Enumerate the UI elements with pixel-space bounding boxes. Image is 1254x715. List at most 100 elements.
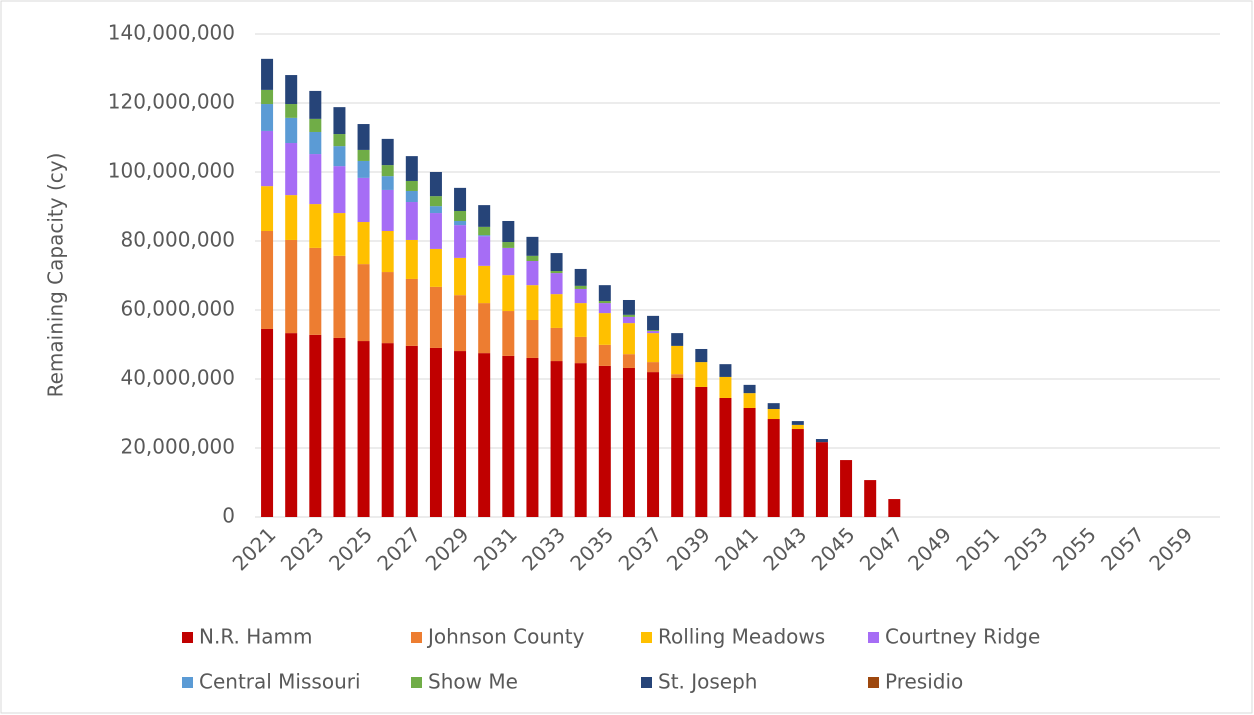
bar-segment <box>333 337 346 517</box>
bar-segment <box>478 303 491 354</box>
bar-segment <box>502 220 515 243</box>
bar-segment <box>598 301 611 304</box>
bar-segment <box>357 341 370 517</box>
bar-segment <box>285 195 298 240</box>
bar-segment <box>840 460 853 517</box>
bar-segment <box>261 328 274 517</box>
bar-segment <box>791 429 804 517</box>
y-tick-label: 40,000,000 <box>120 366 235 390</box>
bar-segment <box>478 226 491 236</box>
legend-label: N.R. Hamm <box>199 625 312 649</box>
bar-segment <box>285 75 298 105</box>
bar-segment <box>550 294 563 328</box>
bar-segment <box>405 278 418 346</box>
bar-segment <box>767 403 780 410</box>
legend-swatch <box>641 677 652 688</box>
bar-segment <box>454 295 467 352</box>
bar-segment <box>478 205 491 227</box>
bar-segment <box>671 374 684 378</box>
bar-segment <box>695 362 708 387</box>
bar-segment <box>671 377 684 517</box>
bar-segment <box>429 286 442 348</box>
bar-segment <box>405 156 418 181</box>
bar-segment <box>261 89 274 105</box>
y-tick-label: 80,000,000 <box>120 228 235 252</box>
bar-segment <box>405 345 418 517</box>
bar-segment <box>333 166 346 214</box>
bar-segment <box>888 499 901 517</box>
bar-segment <box>478 235 491 237</box>
bar-segment <box>405 190 418 203</box>
bar-segment <box>357 160 370 178</box>
bar-segment <box>647 333 660 363</box>
bar-segment <box>767 409 780 420</box>
bar-segment <box>357 149 370 161</box>
bar-segment <box>261 58 274 90</box>
bar-segment <box>309 334 322 517</box>
bar-segment <box>357 222 370 265</box>
y-tick-label: 100,000,000 <box>108 159 235 183</box>
legend-swatch <box>868 632 879 643</box>
bar-segment <box>309 204 322 248</box>
bar-segment <box>429 347 442 517</box>
bar-segment <box>671 345 684 375</box>
bar-segment <box>454 225 467 258</box>
bar-segment <box>478 236 491 266</box>
bar-segment <box>285 239 298 334</box>
bar-segment <box>526 357 539 517</box>
bar-segment <box>550 273 563 295</box>
bar-segment <box>647 330 660 332</box>
legend-label: Rolling Meadows <box>658 625 825 649</box>
bar-segment <box>550 361 563 517</box>
bar-segment <box>502 275 515 312</box>
bar-segment <box>574 268 587 286</box>
bar-segment <box>550 253 563 272</box>
bar-segment <box>381 165 394 177</box>
bar-segment <box>454 351 467 517</box>
bar-segment <box>429 196 442 207</box>
bar-segment <box>357 177 370 223</box>
bar-segment <box>574 285 587 289</box>
bar-segment <box>598 313 611 345</box>
bar-segment <box>767 419 780 517</box>
bar-segment <box>526 261 539 286</box>
legend-swatch <box>411 677 422 688</box>
bar-segment <box>719 376 732 398</box>
bar-segment <box>285 104 298 118</box>
bar-segment <box>743 393 756 408</box>
bar-segment <box>647 315 660 331</box>
bar-segment <box>574 336 587 364</box>
bar-segment <box>743 407 756 517</box>
bar-segment <box>695 348 708 363</box>
y-tick-label: 20,000,000 <box>120 435 235 459</box>
legend-label: Presidio <box>885 670 963 694</box>
bar-segment <box>429 206 442 214</box>
bar-segment <box>502 247 515 276</box>
bar-segment <box>333 134 346 147</box>
bar-segment <box>405 239 418 279</box>
bar-segment <box>261 104 274 131</box>
bar-segment <box>791 421 804 425</box>
bar-segment <box>405 180 418 191</box>
bar-segment <box>357 264 370 342</box>
bar-segment <box>502 242 515 248</box>
bar-segment <box>622 354 635 368</box>
bar-segment <box>454 210 467 221</box>
legend-swatch <box>182 632 193 643</box>
y-axis-title: Remaining Capacity (cy) <box>44 153 68 398</box>
bar-segment <box>622 316 635 324</box>
bar-segment <box>309 118 322 132</box>
bar-segment <box>429 248 442 287</box>
legend-swatch <box>641 632 652 643</box>
bar-segment <box>574 303 587 337</box>
bar-segment <box>478 265 491 304</box>
bar-segment <box>647 362 660 373</box>
bar-segment <box>622 367 635 517</box>
bar-segment <box>309 154 322 205</box>
bar-segment <box>598 344 611 366</box>
bar-segment <box>454 220 467 226</box>
bar-segment <box>695 386 708 517</box>
bar-segment <box>647 331 660 334</box>
bar-segment <box>309 247 322 335</box>
